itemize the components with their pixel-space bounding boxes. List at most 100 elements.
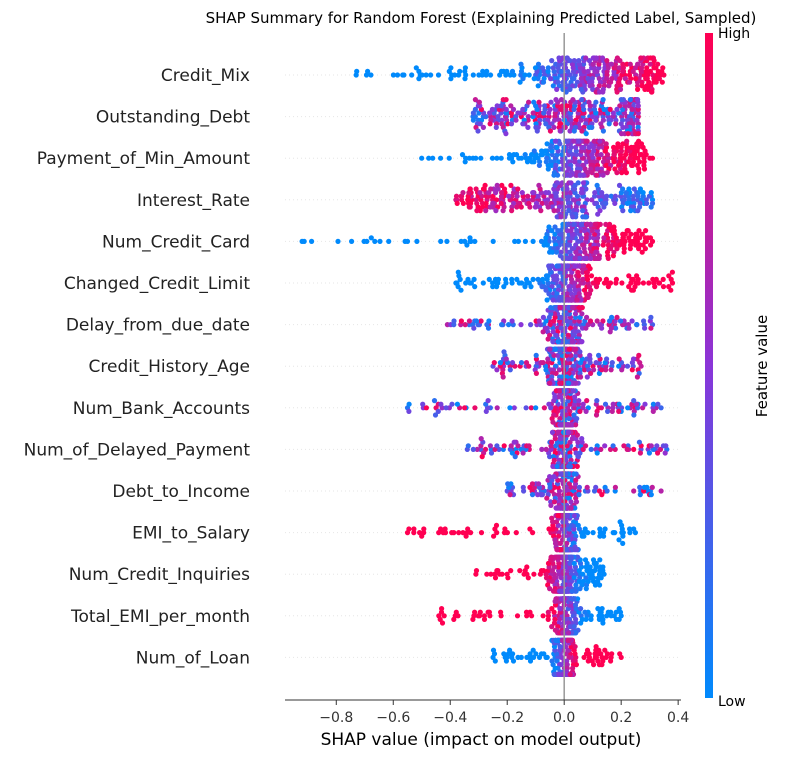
shap-point-num-of-delayed-payment <box>583 443 589 449</box>
shap-point-debt-to-income <box>637 484 643 490</box>
shap-point-credit-history-age <box>587 352 593 358</box>
shap-point-emi-to-salary <box>585 530 591 536</box>
shap-point-num-bank-accounts <box>565 422 571 428</box>
shap-point-debt-to-income <box>649 484 655 490</box>
shap-point-credit-mix <box>419 72 425 78</box>
shap-point-payment-of-min-amount <box>624 138 630 144</box>
shap-point-emi-to-salary <box>552 540 559 547</box>
shap-point-payment-of-min-amount <box>598 152 604 158</box>
shap-point-num-of-loan <box>509 651 516 657</box>
shap-point-num-of-delayed-payment <box>511 439 517 445</box>
feature-label-num-bank-accounts: Num_Bank_Accounts <box>73 399 250 419</box>
shap-point-num-of-loan <box>530 647 536 653</box>
shap-point-num-credit-inquiries <box>492 575 499 581</box>
shap-point-outstanding-debt <box>508 103 514 109</box>
shap-point-interest-rate <box>460 200 466 206</box>
shap-point-num-of-loan <box>527 658 534 664</box>
shap-point-num-credit-card <box>620 231 626 237</box>
shap-point-payment-of-min-amount <box>594 162 601 168</box>
shap-point-payment-of-min-amount <box>647 155 653 161</box>
shap-point-interest-rate <box>568 180 574 186</box>
shap-point-num-of-loan <box>598 651 604 657</box>
shap-point-credit-history-age <box>578 374 584 380</box>
shap-point-num-bank-accounts <box>631 398 637 404</box>
shap-point-delay-from-due-date <box>548 305 554 311</box>
shap-point-credit-history-age <box>593 360 599 366</box>
shap-point-total-emi-per-month <box>608 609 614 615</box>
shap-point-outstanding-debt <box>475 128 481 134</box>
shap-point-num-of-loan <box>541 651 547 657</box>
chart-title: SHAP Summary for Random Forest (Explaini… <box>206 9 757 27</box>
shap-point-payment-of-min-amount <box>466 155 472 161</box>
shap-point-changed-credit-limit <box>580 263 587 269</box>
shap-point-num-of-delayed-payment <box>607 446 614 452</box>
shap-point-payment-of-min-amount <box>426 155 432 161</box>
shap-point-num-bank-accounts <box>420 401 426 407</box>
shap-point-delay-from-due-date <box>594 318 600 324</box>
feature-label-changed-credit-limit: Changed_Credit_Limit <box>64 274 250 294</box>
shap-point-payment-of-min-amount <box>579 144 585 150</box>
shap-point-payment-of-min-amount <box>494 155 500 161</box>
shap-point-delay-from-due-date <box>626 325 632 331</box>
shap-point-num-bank-accounts <box>580 401 586 407</box>
shap-point-interest-rate <box>466 204 472 210</box>
shap-point-interest-rate <box>551 208 557 214</box>
shap-point-total-emi-per-month <box>527 609 533 615</box>
shap-point-num-credit-card <box>566 255 572 261</box>
shap-point-num-of-loan <box>617 651 623 657</box>
shap-point-outstanding-debt <box>503 131 509 137</box>
shap-point-num-bank-accounts <box>566 416 572 422</box>
shap-point-outstanding-debt <box>477 121 483 127</box>
shap-point-interest-rate <box>648 204 654 210</box>
shap-point-outstanding-debt <box>480 124 486 130</box>
shap-point-num-of-delayed-payment <box>547 454 553 460</box>
shap-point-debt-to-income <box>593 484 599 490</box>
shap-point-debt-to-income <box>637 492 643 498</box>
feature-label-interest-rate: Interest_Rate <box>137 191 250 211</box>
shap-point-delay-from-due-date <box>579 311 585 317</box>
shap-point-changed-credit-limit <box>585 294 591 300</box>
shap-point-interest-rate <box>530 190 536 196</box>
shap-point-emi-to-salary <box>572 513 578 519</box>
shap-point-credit-history-age <box>604 356 610 362</box>
shap-point-num-credit-inquiries <box>494 568 500 574</box>
shap-point-delay-from-due-date <box>471 325 477 331</box>
shap-point-changed-credit-limit <box>544 297 550 303</box>
shap-point-num-credit-card <box>572 255 578 261</box>
shap-point-debt-to-income <box>539 492 546 498</box>
shap-point-num-credit-inquiries <box>577 586 583 592</box>
shap-point-emi-to-salary <box>460 530 466 536</box>
shap-point-credit-mix <box>635 83 641 89</box>
shap-point-num-credit-card <box>648 242 654 248</box>
shap-point-num-credit-inquiries <box>499 571 505 577</box>
shap-point-changed-credit-limit <box>550 297 556 303</box>
shap-point-payment-of-min-amount <box>536 162 543 168</box>
shap-point-interest-rate <box>608 193 614 199</box>
feature-label-credit-history-age: Credit_History_Age <box>89 357 250 377</box>
shap-point-credit-history-age <box>557 380 563 386</box>
shap-point-payment-of-min-amount <box>489 155 496 161</box>
shap-point-outstanding-debt <box>552 117 558 123</box>
shap-point-outstanding-debt <box>613 121 619 127</box>
shap-point-debt-to-income <box>584 484 590 490</box>
shap-point-num-of-loan <box>573 662 580 668</box>
shap-point-delay-from-due-date <box>499 322 505 328</box>
shap-point-credit-history-age <box>556 367 563 373</box>
shap-point-outstanding-debt <box>634 97 640 103</box>
shap-point-credit-mix <box>649 89 655 95</box>
shap-point-num-credit-card <box>642 246 649 252</box>
shap-point-changed-credit-limit <box>543 287 549 293</box>
shap-point-interest-rate <box>595 211 601 217</box>
shap-point-emi-to-salary <box>617 519 623 525</box>
shap-point-credit-history-age <box>566 346 572 352</box>
shap-point-credit-mix <box>608 79 614 85</box>
shap-point-payment-of-min-amount <box>577 172 583 178</box>
shap-point-credit-mix <box>554 86 560 92</box>
shap-point-num-of-delayed-payment <box>526 443 532 449</box>
shap-point-emi-to-salary <box>565 513 571 519</box>
shap-point-num-credit-card <box>414 238 420 244</box>
shap-point-credit-mix <box>394 72 401 78</box>
shap-point-changed-credit-limit <box>588 273 595 279</box>
shap-point-debt-to-income <box>551 474 557 480</box>
shap-point-num-of-loan <box>544 654 550 661</box>
